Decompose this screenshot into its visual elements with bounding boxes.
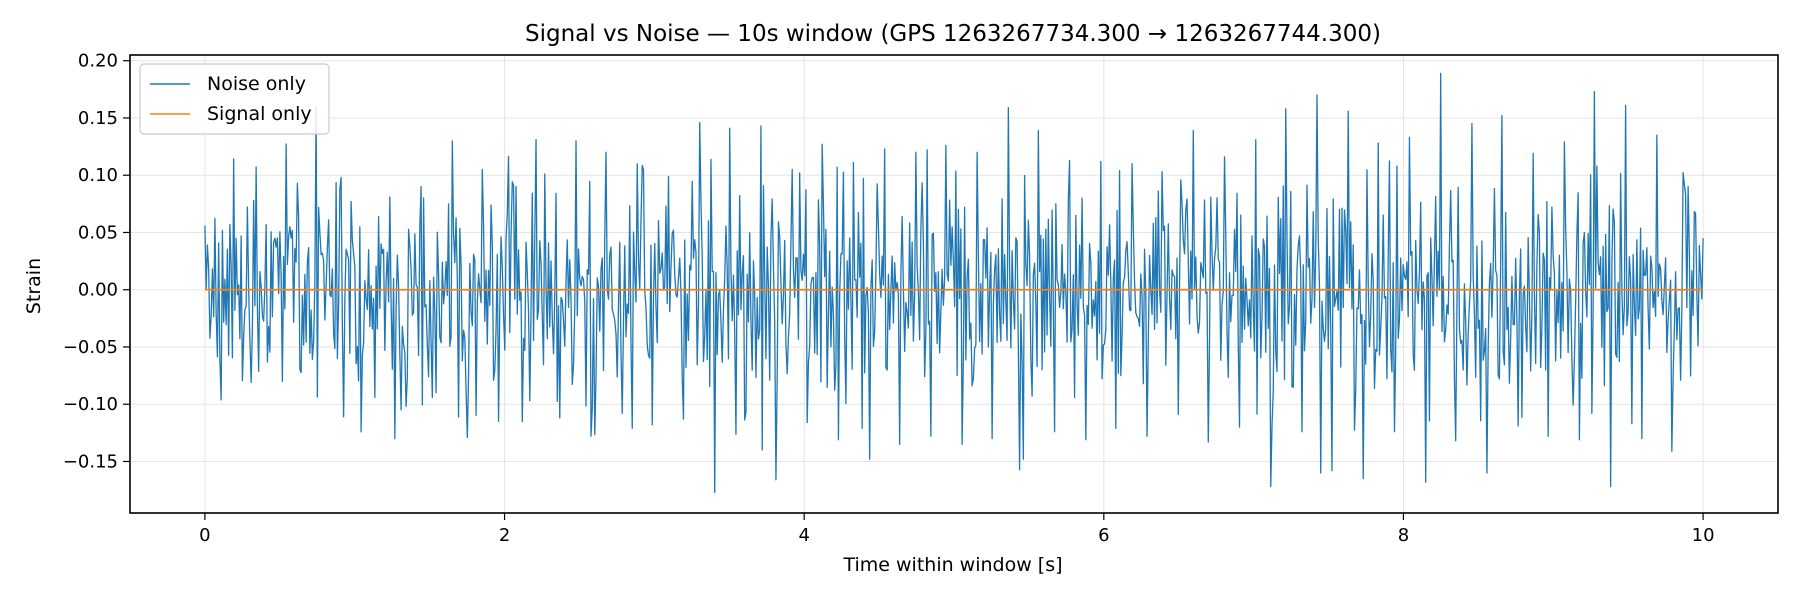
noise-series-line (204, 72, 1704, 494)
x-axis: 0 2 4 6 8 10 (199, 513, 1715, 546)
x-tick-label: 8 (1398, 525, 1409, 546)
plot-frame (129, 54, 1779, 514)
x-tick-label: 6 (1098, 525, 1109, 546)
legend: Noise only Signal only (139, 63, 330, 135)
y-tick-label: 0.10 (78, 165, 118, 186)
x-tick-label: 10 (1692, 525, 1715, 546)
legend-box (139, 63, 330, 135)
y-tick-label: 0.00 (78, 280, 118, 301)
y-tick-label: 0.05 (78, 222, 118, 243)
x-axis-label: Time within window [s] (842, 554, 1062, 576)
y-axis: −0.15 −0.10 −0.05 0.00 0.05 0.10 0.15 0.20 (63, 51, 130, 472)
y-tick-label: 0.15 (78, 108, 118, 129)
y-tick-label: 0.20 (78, 51, 118, 72)
x-tick-label: 0 (199, 525, 210, 546)
x-tick-label: 4 (798, 525, 809, 546)
y-tick-label: −0.15 (63, 451, 118, 472)
legend-signal-label: Signal only (207, 103, 312, 125)
legend-noise-label: Noise only (207, 73, 306, 95)
y-tick-label: −0.10 (63, 394, 118, 415)
y-tick-label: −0.05 (63, 337, 118, 358)
x-tick-label: 2 (499, 525, 510, 546)
plot-data (204, 72, 1704, 494)
chart-title: Signal vs Noise — 10s window (GPS 126326… (525, 21, 1381, 47)
y-axis-label: Strain (23, 258, 45, 314)
